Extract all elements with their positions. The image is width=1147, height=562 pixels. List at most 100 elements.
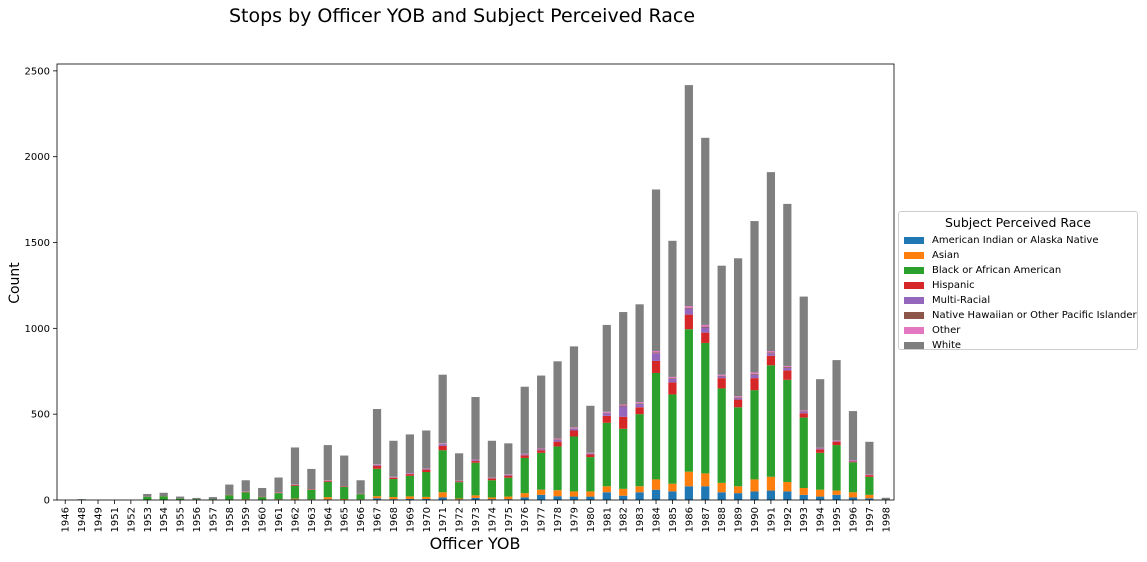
y-tick-label: 500 [31, 410, 50, 421]
bar-1981-series-1 [603, 486, 611, 492]
bar-1996-series-1 [849, 492, 857, 497]
x-tick-label: 1958 [225, 507, 236, 532]
y-tick-label: 2000 [25, 152, 50, 163]
bar-1989-series-2 [734, 407, 742, 486]
bar-1996-series-7 [849, 411, 857, 460]
bar-1968-series-1 [389, 497, 397, 499]
bar-1988-series-1 [718, 483, 726, 492]
bar-1993-series-6 [800, 410, 808, 411]
bar-1978-series-1 [553, 490, 561, 496]
x-tick-label: 1976 [520, 507, 531, 532]
bar-1998-series-7 [882, 498, 890, 500]
bar-1963-series-2 [307, 490, 315, 499]
bar-1985-series-5 [668, 378, 676, 379]
bar-1973-series-2 [471, 463, 479, 496]
bar-1964-series-3 [324, 481, 332, 482]
bar-1969-series-7 [406, 434, 414, 473]
bar-1993-series-7 [800, 297, 808, 411]
bar-1979-series-2 [570, 436, 578, 491]
bar-1997-series-1 [865, 495, 873, 498]
bar-1981-series-0 [603, 492, 611, 500]
bar-1985-series-3 [668, 382, 676, 394]
bar-1996-series-3 [849, 461, 857, 462]
bar-1979-series-0 [570, 497, 578, 500]
bar-1989-series-1 [734, 486, 742, 493]
x-tick-label: 1996 [848, 507, 859, 532]
bar-1980-series-6 [586, 453, 594, 454]
bar-1989-series-7 [734, 258, 742, 396]
bar-1968-series-2 [389, 479, 397, 497]
y-axis-label: Count [7, 262, 23, 304]
legend-label: Native Hawaiian or Other Pacific Islande… [932, 310, 1137, 321]
bar-1994-series-2 [816, 453, 824, 490]
bar-1980-series-3 [586, 455, 594, 458]
x-tick-label: 1969 [405, 507, 416, 532]
x-tick-label: 1975 [504, 507, 515, 532]
bar-1982-series-0 [619, 496, 627, 500]
bar-1988-series-0 [718, 492, 726, 500]
bar-1988-series-3 [718, 378, 726, 388]
x-tick-label: 1990 [750, 507, 761, 532]
bar-1986-series-7 [685, 85, 693, 306]
bar-1993-series-0 [800, 495, 808, 500]
bar-1968-series-7 [389, 441, 397, 477]
bar-1956-series-7 [192, 498, 200, 499]
bar-1985-series-4 [668, 379, 676, 382]
bar-1994-series-1 [816, 490, 824, 497]
legend-item: Multi-Racial [899, 293, 1137, 308]
bar-1990-series-3 [750, 378, 758, 390]
bar-1991-series-3 [767, 356, 775, 365]
bar-1995-series-2 [832, 445, 840, 490]
bar-1987-series-6 [701, 325, 709, 327]
bar-1967-series-4 [373, 465, 381, 466]
x-tick-label: 1977 [537, 507, 548, 532]
bar-1975-series-1 [504, 497, 512, 500]
bar-1988-series-2 [718, 388, 726, 482]
x-tick-label: 1983 [635, 507, 646, 532]
bar-1983-series-0 [636, 492, 644, 500]
legend-item: American Indian or Alaska Native [899, 233, 1137, 248]
bar-1990-series-7 [750, 221, 758, 372]
x-tick-label: 1984 [652, 507, 663, 532]
legend-swatch [904, 297, 924, 304]
bar-1961-series-2 [274, 493, 282, 499]
bar-1972-series-2 [455, 482, 463, 498]
bar-1974-series-7 [488, 441, 496, 478]
bar-1969-series-3 [406, 474, 414, 476]
x-tick-label: 1961 [274, 507, 285, 532]
bar-1989-series-0 [734, 493, 742, 500]
bar-1971-series-3 [439, 446, 447, 450]
bar-1972-series-3 [455, 481, 463, 482]
legend-item: Native Hawaiian or Other Pacific Islande… [899, 308, 1137, 323]
bar-1958-series-7 [225, 485, 233, 495]
bar-1981-series-5 [603, 413, 611, 414]
bar-1987-series-3 [701, 333, 709, 343]
bar-1979-series-5 [570, 428, 578, 429]
x-tick-label: 1952 [126, 507, 137, 532]
bar-1973-series-7 [471, 397, 479, 459]
bar-1991-series-1 [767, 477, 775, 491]
bar-1970-series-7 [422, 430, 430, 468]
x-tick-label: 1953 [143, 507, 154, 532]
bar-1976-series-2 [521, 458, 529, 493]
x-tick-label: 1964 [323, 507, 334, 532]
bar-1986-series-0 [685, 486, 693, 500]
bar-1967-series-2 [373, 469, 381, 496]
bar-1981-series-7 [603, 325, 611, 412]
bar-1954-series-2 [160, 496, 168, 500]
bar-1997-series-4 [865, 475, 873, 476]
x-tick-label: 1963 [307, 507, 318, 532]
bar-1973-series-3 [471, 461, 479, 463]
bar-1984-series-3 [652, 361, 660, 373]
legend: Subject Perceived Race American Indian o… [898, 211, 1138, 350]
legend-item: Black or African American [899, 263, 1137, 278]
bar-1961-series-3 [274, 493, 282, 494]
bar-1965-series-1 [340, 499, 348, 500]
bar-1984-series-6 [652, 351, 660, 352]
x-tick-label: 1946 [61, 507, 72, 532]
bar-1987-series-1 [701, 473, 709, 486]
bar-1988-series-4 [718, 376, 726, 378]
bar-1960-series-2 [258, 497, 266, 500]
bar-1994-series-0 [816, 497, 824, 500]
